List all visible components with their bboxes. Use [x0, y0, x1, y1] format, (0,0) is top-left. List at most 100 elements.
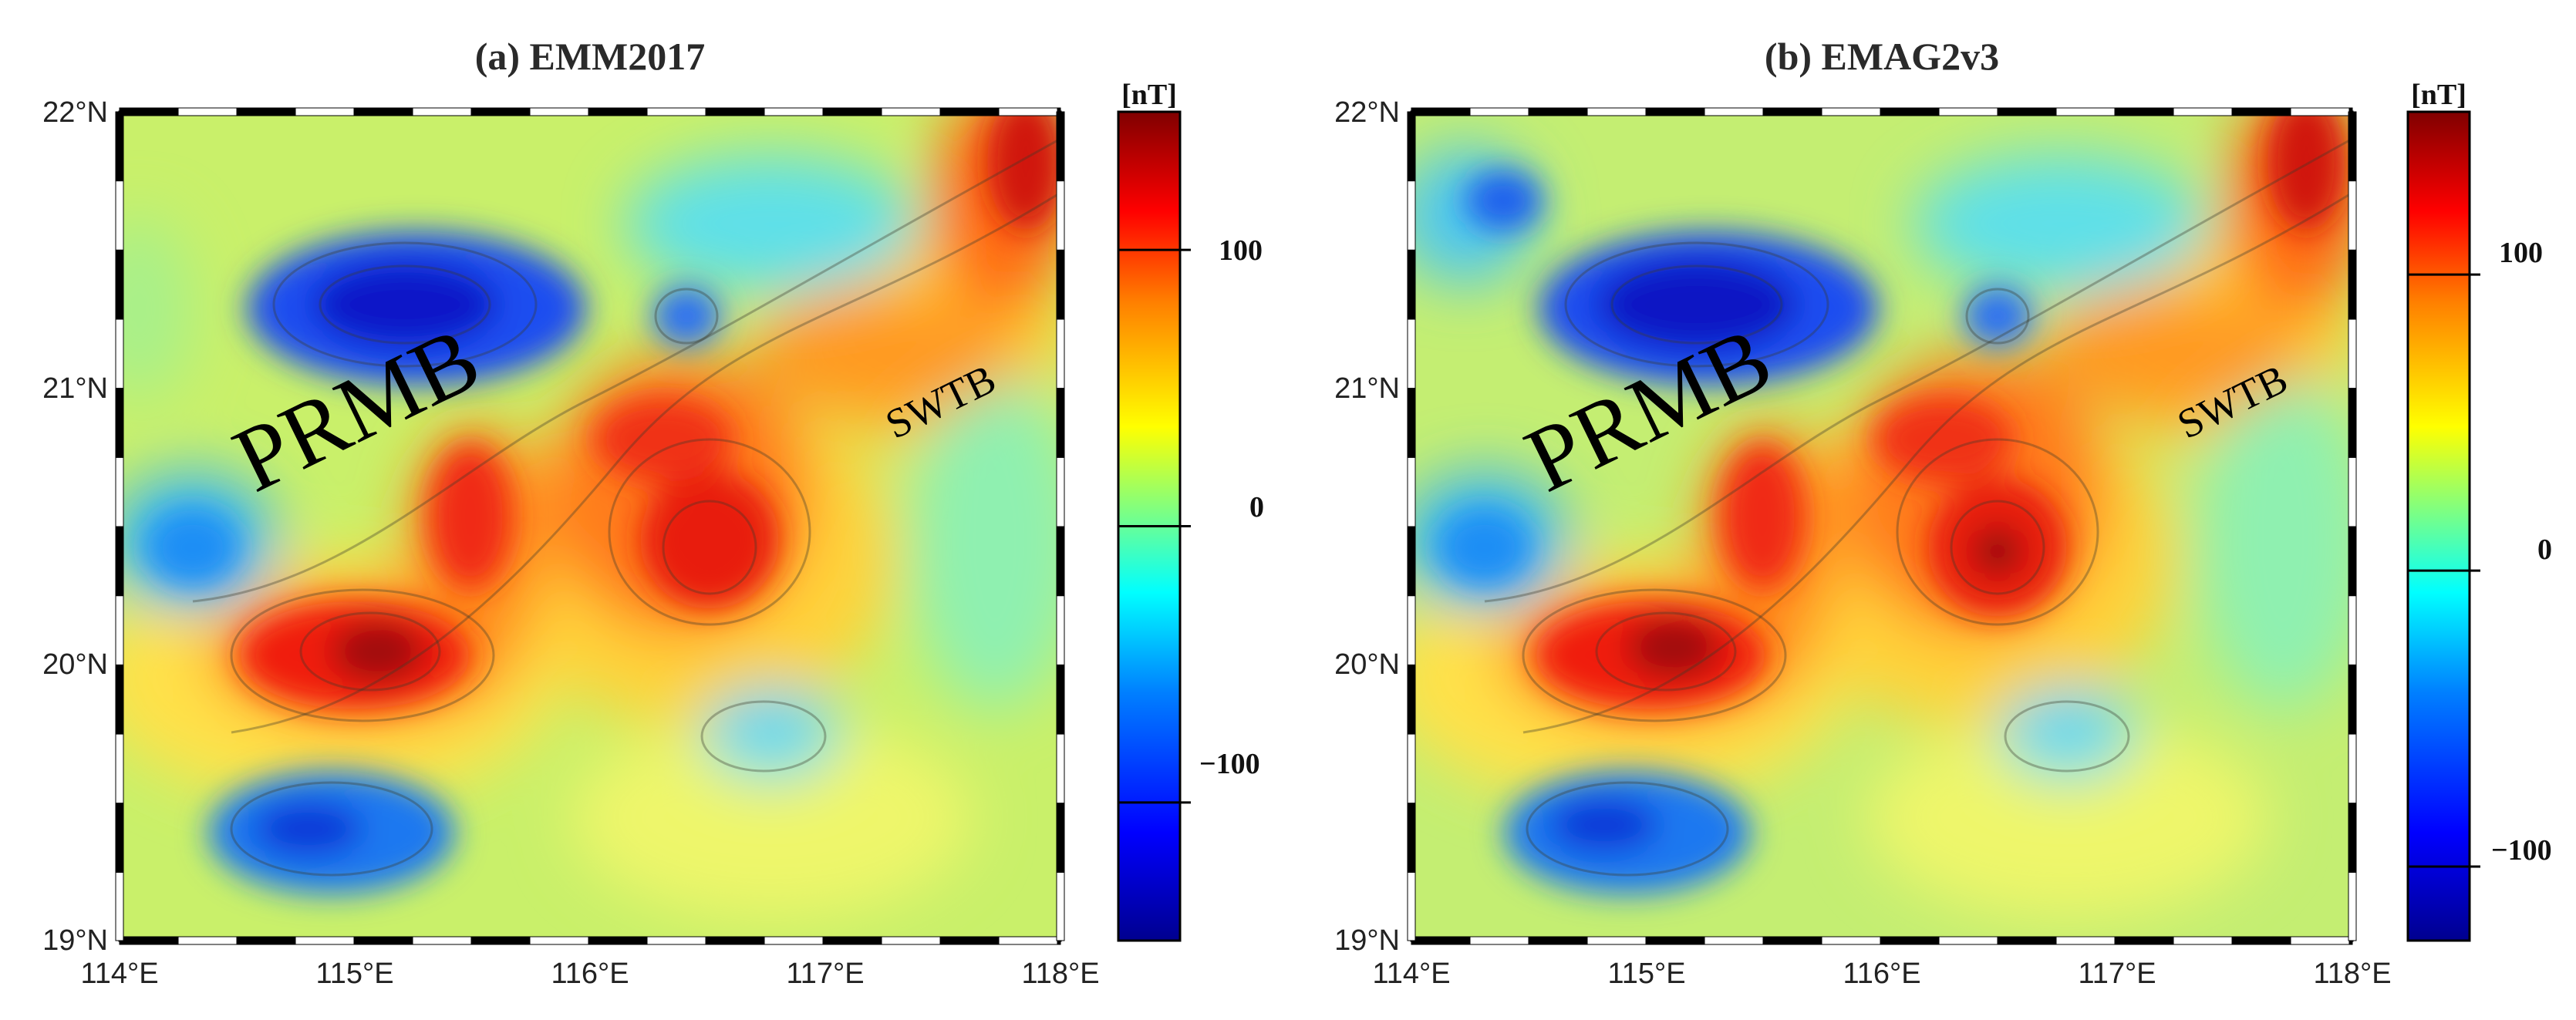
border-segment [2114, 107, 2174, 116]
border-segment [1469, 107, 1529, 116]
panel-a-lat-label: 21°N [42, 372, 108, 405]
border-segment [1056, 595, 1065, 665]
border-segment [2173, 936, 2233, 945]
border-segment [2348, 803, 2357, 873]
border-segment [2290, 936, 2350, 945]
border-segment [1407, 249, 1416, 320]
border-segment [1880, 936, 1940, 945]
border-segment [2348, 456, 2357, 527]
panel-b-lat-label: 22°N [1334, 96, 1400, 129]
border-segment [2231, 107, 2291, 116]
border-segment [1056, 456, 1065, 527]
border-segment [1762, 107, 1822, 116]
border-segment [412, 107, 472, 116]
border-segment [881, 107, 941, 116]
panel-b-lon-labels: 114°E 115°E 116°E 117°E 118°E [1372, 958, 2391, 990]
border-segment [2055, 107, 2116, 116]
border-segment [115, 111, 124, 182]
border-segment [705, 107, 765, 116]
border-segment [529, 936, 589, 945]
border-segment [1645, 107, 1705, 116]
panel-b-cores [1438, 112, 2345, 894]
border-segment [119, 936, 179, 945]
panel-a-lon-label: 117°E [786, 958, 864, 990]
border-segment [822, 936, 882, 945]
border-segment [2231, 936, 2291, 945]
panel-a-lon-label: 114°E [80, 958, 158, 990]
border-segment [2348, 733, 2357, 804]
border-segment [115, 318, 124, 389]
panel-b-colorbar-label: −100 [2491, 834, 2552, 867]
border-segment [2348, 664, 2357, 735]
border-segment [1938, 107, 1998, 116]
border-segment [1407, 111, 1416, 182]
panel-b-lat-label: 21°N [1334, 372, 1400, 405]
border-segment [353, 107, 413, 116]
border-segment [1056, 803, 1065, 873]
border-segment [1407, 664, 1416, 735]
border-segment [1997, 936, 2057, 945]
border-segment [764, 107, 824, 116]
border-segment [412, 936, 472, 945]
border-segment [115, 180, 124, 251]
panel-a-colorbar-label: −100 [1199, 748, 1260, 780]
panel-b-lat-labels: 22°N 21°N 20°N 19°N [1334, 96, 1400, 957]
border-segment [1056, 318, 1065, 389]
panel-b-lon-label: 117°E [2078, 958, 2156, 990]
panel-a: (a) EMM2017 [42, 35, 1264, 990]
panel-a-map: PRMB SWTB [120, 112, 1060, 941]
panel-b-colorbar-label: 100 [2499, 237, 2543, 269]
border-segment [2348, 388, 2357, 458]
border-segment [115, 664, 124, 735]
panel-b-colorbar-bar [2406, 110, 2471, 942]
border-segment [1407, 180, 1416, 251]
border-segment [1704, 107, 1764, 116]
panel-a-colorbar-ticks [1118, 248, 1191, 804]
border-segment [529, 107, 589, 116]
border-segment [115, 388, 124, 458]
border-segment [1528, 107, 1588, 116]
border-segment [998, 107, 1058, 116]
panel-a-colorbar-label: 100 [1219, 234, 1263, 267]
border-segment [2173, 107, 2233, 116]
border-segment [1407, 871, 1416, 941]
panel-a-title: (a) EMM2017 [475, 35, 706, 78]
panel-b-lon-label: 116°E [1843, 958, 1920, 990]
border-segment [939, 936, 1000, 945]
border-segment [2290, 107, 2350, 116]
border-segment [2348, 180, 2357, 251]
border-segment [1880, 107, 1940, 116]
panel-a-colorbar-unit: [nT] [1121, 79, 1177, 111]
border-segment [2348, 318, 2357, 389]
border-segment [1056, 664, 1065, 735]
panel-b-lat-label: 20°N [1334, 648, 1400, 681]
border-segment [881, 936, 941, 945]
border-segment [1645, 936, 1705, 945]
border-segment [1056, 111, 1065, 182]
panel-b: (b) EMAG2v3 [1334, 35, 2552, 990]
border-segment [646, 107, 706, 116]
border-segment [1056, 733, 1065, 804]
border-segment [236, 936, 296, 945]
border-segment [1056, 180, 1065, 251]
panel-b-checker-border [1407, 107, 2357, 945]
panel-a-colorbar-label: 0 [1249, 491, 1264, 523]
border-segment [1528, 936, 1588, 945]
border-segment [1997, 107, 2057, 116]
border-segment [939, 107, 1000, 116]
panel-a-lon-labels: 114°E 115°E 116°E 117°E 118°E [80, 958, 1099, 990]
panel-a-lat-labels: 22°N 21°N 20°N 19°N [42, 96, 108, 957]
border-segment [1056, 388, 1065, 458]
border-segment [2055, 936, 2116, 945]
panel-b-map: PRMB SWTB [1411, 112, 2352, 941]
border-segment [588, 107, 648, 116]
border-segment [470, 107, 531, 116]
panel-a-lat-label: 19°N [42, 924, 108, 957]
border-segment [1469, 936, 1529, 945]
border-segment [705, 936, 765, 945]
panel-b-colorbar-unit: [nT] [2411, 79, 2466, 111]
border-segment [1704, 936, 1764, 945]
panel-a-contours [192, 137, 1060, 877]
border-segment [1407, 526, 1416, 597]
border-segment [470, 936, 531, 945]
